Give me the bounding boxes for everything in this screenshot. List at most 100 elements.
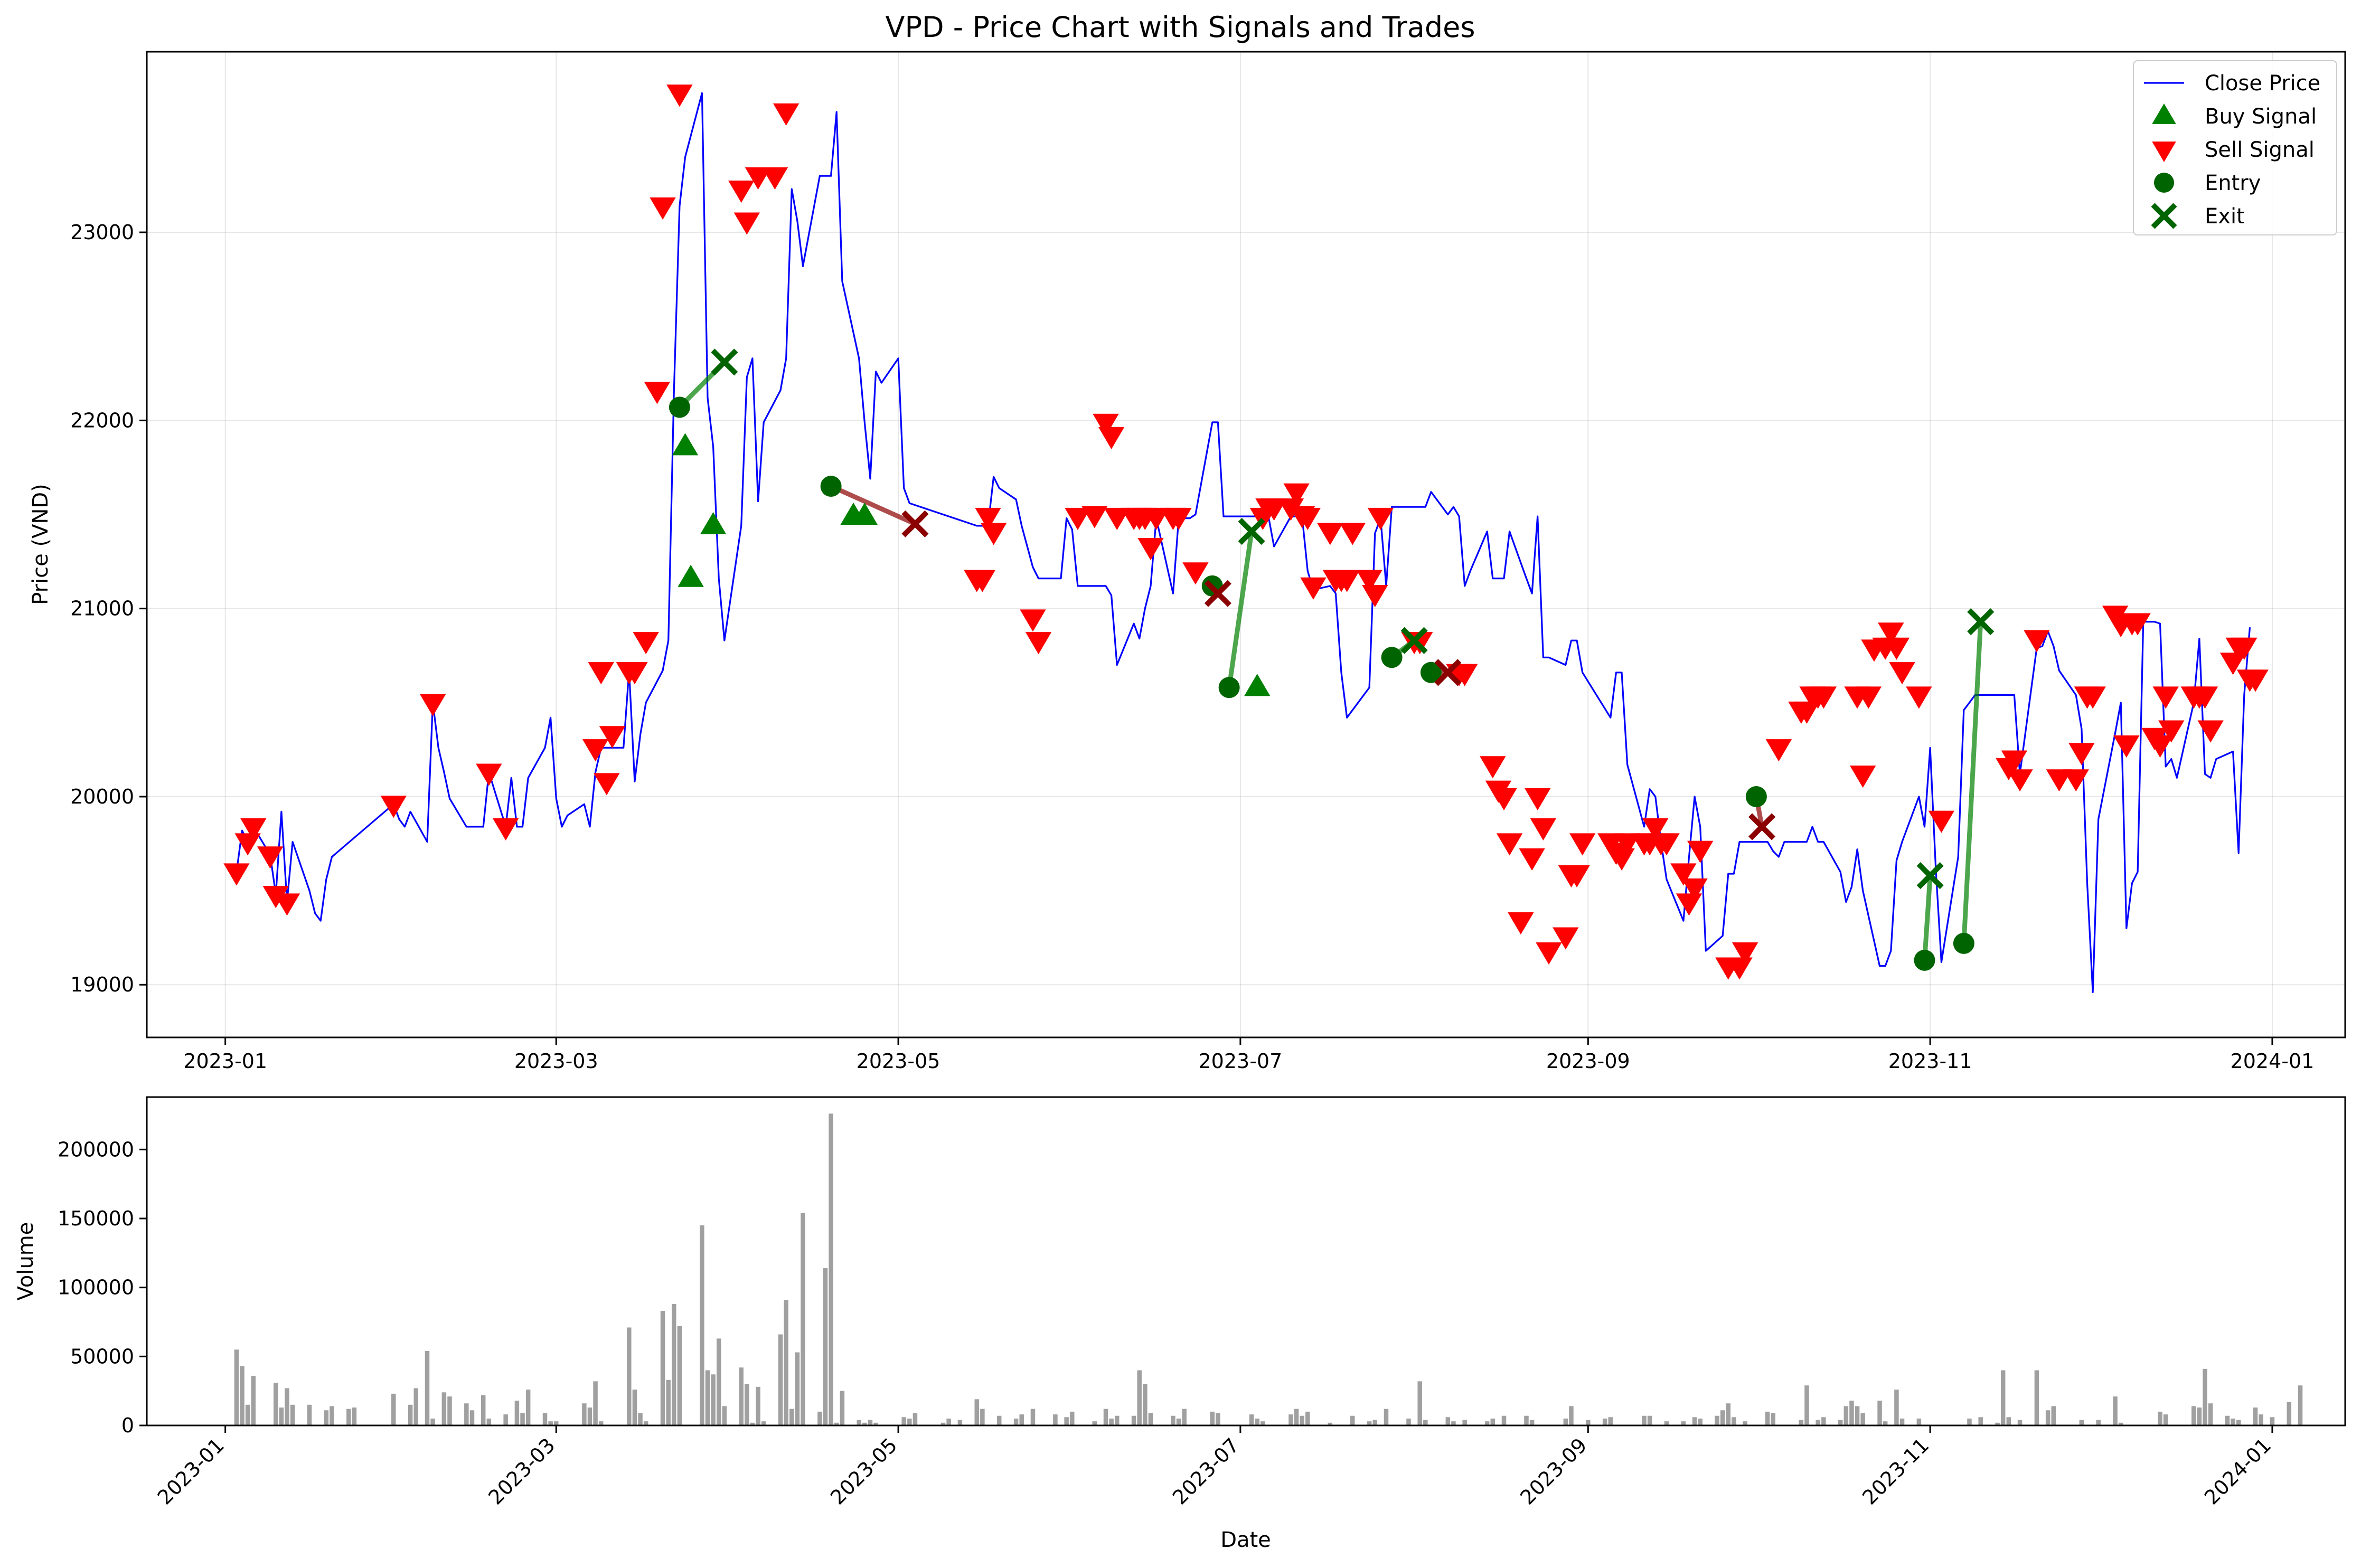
sell-signal-marker: [1525, 788, 1551, 810]
volume-bar: [324, 1410, 329, 1425]
sell-signal-marker: [1020, 609, 1046, 632]
sell-signal-marker: [1883, 637, 1910, 660]
sell-signal-marker: [773, 103, 799, 126]
sell-signal-marker: [2007, 769, 2033, 792]
exit-marker: [1204, 580, 1231, 607]
sell-signal-marker: [644, 382, 671, 404]
sell-signal-marker: [1906, 686, 1932, 709]
exit-marker: [901, 510, 929, 537]
chart-title: VPD - Price Chart with Signals and Trade…: [886, 11, 1475, 44]
volume-bar: [2096, 1420, 2101, 1425]
volume-bar: [1261, 1421, 1265, 1425]
volume-bar: [940, 1422, 946, 1425]
volume-bar: [1294, 1409, 1299, 1425]
legend-entry-swatch: [2154, 173, 2174, 193]
sell-signal-marker: [262, 886, 289, 909]
exit-marker: [1748, 813, 1776, 840]
sell-signal-marker: [1765, 739, 1792, 762]
volume-bar: [1417, 1381, 1422, 1425]
exit-marker: [711, 348, 738, 376]
exit-marker: [1434, 659, 1462, 686]
exit-marker: [1916, 862, 1944, 890]
volume-bar: [643, 1421, 648, 1425]
sell-signal-marker: [1093, 413, 1119, 436]
volume-bar: [1586, 1420, 1591, 1425]
exit-marker: [1967, 608, 1995, 636]
sell-signal-marker: [1519, 848, 1545, 871]
volume-bar: [2208, 1403, 2213, 1425]
volume-y-tick-label: 200000: [58, 1138, 134, 1161]
volume-bar: [593, 1381, 598, 1425]
volume-bar: [1692, 1417, 1697, 1425]
entry-marker: [669, 396, 690, 418]
volume-bar: [430, 1418, 435, 1425]
volume-y-tick-label: 0: [121, 1414, 134, 1437]
sell-signal-marker: [1553, 927, 1579, 950]
price-y-tick-label: 21000: [70, 597, 134, 620]
volume-bar: [716, 1338, 721, 1425]
legend-label: Entry: [2205, 171, 2261, 195]
volume-bar: [1064, 1417, 1069, 1425]
volume-bar: [739, 1367, 744, 1425]
price-y-tick-label: 20000: [70, 785, 134, 808]
sell-signal-marker: [2113, 735, 2140, 758]
volume-bar: [1899, 1418, 1905, 1425]
volume-bar: [1462, 1420, 1467, 1425]
buy-signal-marker: [1244, 674, 1271, 696]
volume-bar: [1030, 1409, 1036, 1425]
volume-bar: [1445, 1417, 1451, 1425]
volume-bar: [1967, 1418, 1972, 1425]
volume-bar: [711, 1374, 716, 1425]
legend-label: Exit: [2205, 204, 2245, 229]
volume-bar: [520, 1413, 525, 1425]
volume-bar: [1423, 1420, 1428, 1425]
sell-signal-marker: [1333, 570, 1360, 592]
volume-bar: [784, 1300, 788, 1425]
price-x-tick-label: 2023-11: [1888, 1050, 1972, 1073]
sell-signal-marker: [2024, 630, 2050, 653]
volume-bar: [2197, 1408, 2202, 1425]
volume-bar: [391, 1393, 396, 1425]
volume-bar: [1524, 1415, 1529, 1425]
sell-signal-marker: [240, 818, 267, 840]
volume-bar: [1849, 1400, 1854, 1425]
sell-signal-marker: [1451, 664, 1478, 686]
volume-bar: [795, 1352, 800, 1425]
volume-bar: [352, 1408, 357, 1425]
sell-signal-marker: [419, 694, 446, 716]
volume-bar: [1642, 1415, 1647, 1425]
volume-bar: [441, 1392, 447, 1425]
volume-bar: [525, 1390, 531, 1425]
legend-sell-swatch: [2152, 141, 2176, 162]
volume-bar: [2113, 1396, 2118, 1425]
volume-bar: [2191, 1406, 2196, 1425]
volume-bar: [1143, 1384, 1147, 1425]
volume-y-tick-label: 100000: [58, 1276, 134, 1299]
volume-bar: [1608, 1417, 1613, 1425]
volume-bar: [632, 1390, 637, 1425]
price-y-axis-label: Price (VND): [29, 484, 53, 605]
volume-bar: [1602, 1418, 1607, 1425]
legend-label: Close Price: [2205, 71, 2320, 96]
sell-signal-marker: [2001, 750, 2028, 773]
volume-bar: [1114, 1415, 1120, 1425]
sell-signal-marker: [1362, 585, 1388, 608]
volume-bar: [1647, 1415, 1652, 1425]
volume-bar: [1821, 1417, 1826, 1425]
volume-bar: [1916, 1418, 1922, 1425]
volume-bar: [1894, 1390, 1899, 1425]
volume-bar: [1804, 1385, 1809, 1425]
entry-marker: [1381, 647, 1403, 668]
volume-bar: [862, 1422, 867, 1425]
exit-marker: [1238, 518, 1265, 545]
price-x-tick-label: 2023-05: [857, 1050, 940, 1073]
volume-bar: [251, 1375, 256, 1425]
volume-bar: [2017, 1420, 2023, 1425]
volume-bar: [548, 1421, 553, 1425]
price-y-tick-label: 19000: [70, 973, 134, 996]
volume-bar: [274, 1382, 278, 1425]
sell-signal-marker: [1491, 788, 1517, 810]
trade-line: [1227, 531, 1254, 688]
sell-signal-marker: [223, 863, 250, 886]
